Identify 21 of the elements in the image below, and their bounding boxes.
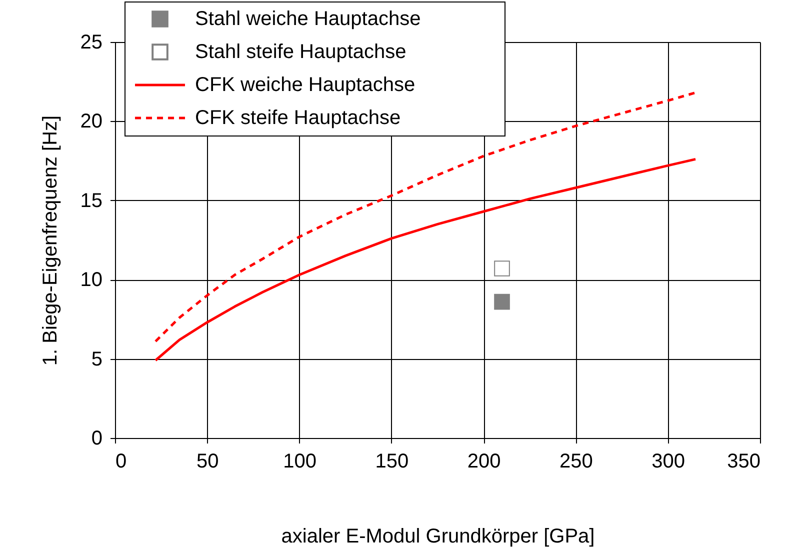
x-tick-label: 0: [116, 450, 127, 472]
y-tick-label: 25: [80, 32, 102, 54]
legend-label: Stahl steife Hauptachse: [195, 41, 406, 63]
x-tick-label: 150: [375, 450, 409, 472]
legend-label: CFK steife Hauptachse: [195, 107, 401, 129]
x-tick-label: 250: [560, 450, 593, 472]
y-tick-label: 15: [80, 190, 102, 212]
x-tick-label: 200: [467, 450, 501, 472]
x-tick-label: 50: [196, 450, 219, 472]
y-tick-label: 5: [91, 348, 102, 370]
legend-label: CFK weiche Hauptachse: [195, 74, 416, 96]
y-axis-title: 1. Biege-Eigenfrequenz [Hz]: [39, 115, 62, 366]
y-tick-label: 0: [91, 428, 102, 450]
x-axis-title: axialer E-Modul Grundkörper [GPa]: [281, 526, 595, 548]
legend-label: Stahl weiche Hauptachse: [195, 8, 421, 30]
y-tick-label: 20: [80, 110, 102, 133]
line-series: [154, 158, 697, 362]
x-tick-label: 350: [727, 450, 760, 472]
y-tick-label: 10: [80, 269, 102, 292]
x-tick-label: 100: [283, 450, 316, 472]
x-tick-label: 300: [652, 450, 686, 472]
